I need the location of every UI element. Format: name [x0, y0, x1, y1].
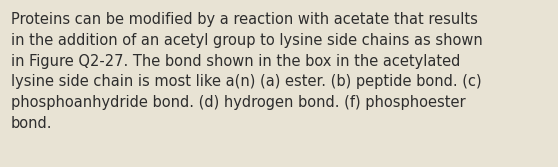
- Text: Proteins can be modified by a reaction with acetate that results
in the addition: Proteins can be modified by a reaction w…: [11, 12, 483, 131]
